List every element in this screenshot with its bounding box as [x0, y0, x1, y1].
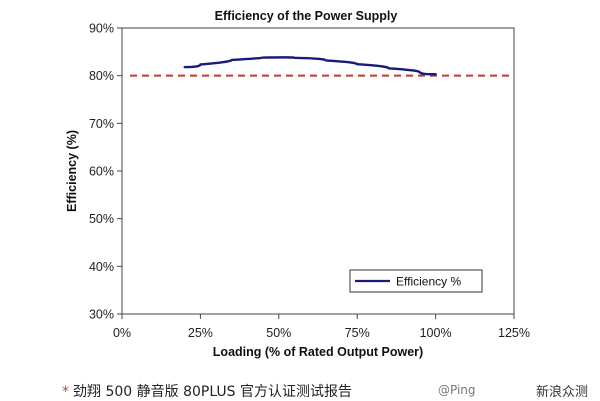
y-axis: 30% 40% 50% 60% 70% 80% 90% — [89, 22, 122, 322]
x-tick-label: 25% — [188, 326, 213, 340]
caption-marker: * — [62, 384, 69, 400]
y-tick-label: 30% — [89, 308, 114, 322]
series-line-efficiency — [183, 56, 437, 76]
x-tick-label: 75% — [345, 326, 370, 340]
y-tick-label: 60% — [89, 165, 114, 179]
y-tick-label: 90% — [89, 22, 114, 36]
x-tick-label: 100% — [420, 326, 452, 340]
legend-entry: Efficiency % — [396, 275, 461, 289]
x-tick-label: 50% — [266, 326, 291, 340]
watermark-text-2: 新浪众测 — [536, 385, 589, 400]
y-tick-label: 50% — [89, 212, 114, 226]
y-tick-label: 80% — [89, 69, 114, 83]
y-tick-label: 40% — [89, 260, 114, 274]
caption: * 劲翔 500 静音版 80PLUS 官方认证测试报告 — [62, 381, 352, 401]
x-tick-label: 125% — [498, 326, 530, 340]
legend-box — [349, 269, 483, 293]
chart-title: Efficiency of the Power Supply — [215, 9, 398, 23]
caption-text: 劲翔 500 静音版 80PLUS 官方认证测试报告 — [73, 384, 353, 400]
y-tick-label: 70% — [89, 117, 114, 131]
y-axis-label: Efficiency (%) — [65, 130, 79, 212]
watermark-text: @Ping — [438, 383, 476, 397]
x-axis: 0% 25% 50% 75% 100% 125% — [113, 314, 530, 340]
x-tick-label: 0% — [113, 326, 131, 340]
x-axis-label: Loading (% of Rated Output Power) — [213, 345, 423, 359]
efficiency-chart: Efficiency of the Power Supply 30% 40% 50%… — [65, 9, 530, 359]
legend: Efficiency % — [349, 269, 483, 293]
series-group — [183, 56, 437, 76]
